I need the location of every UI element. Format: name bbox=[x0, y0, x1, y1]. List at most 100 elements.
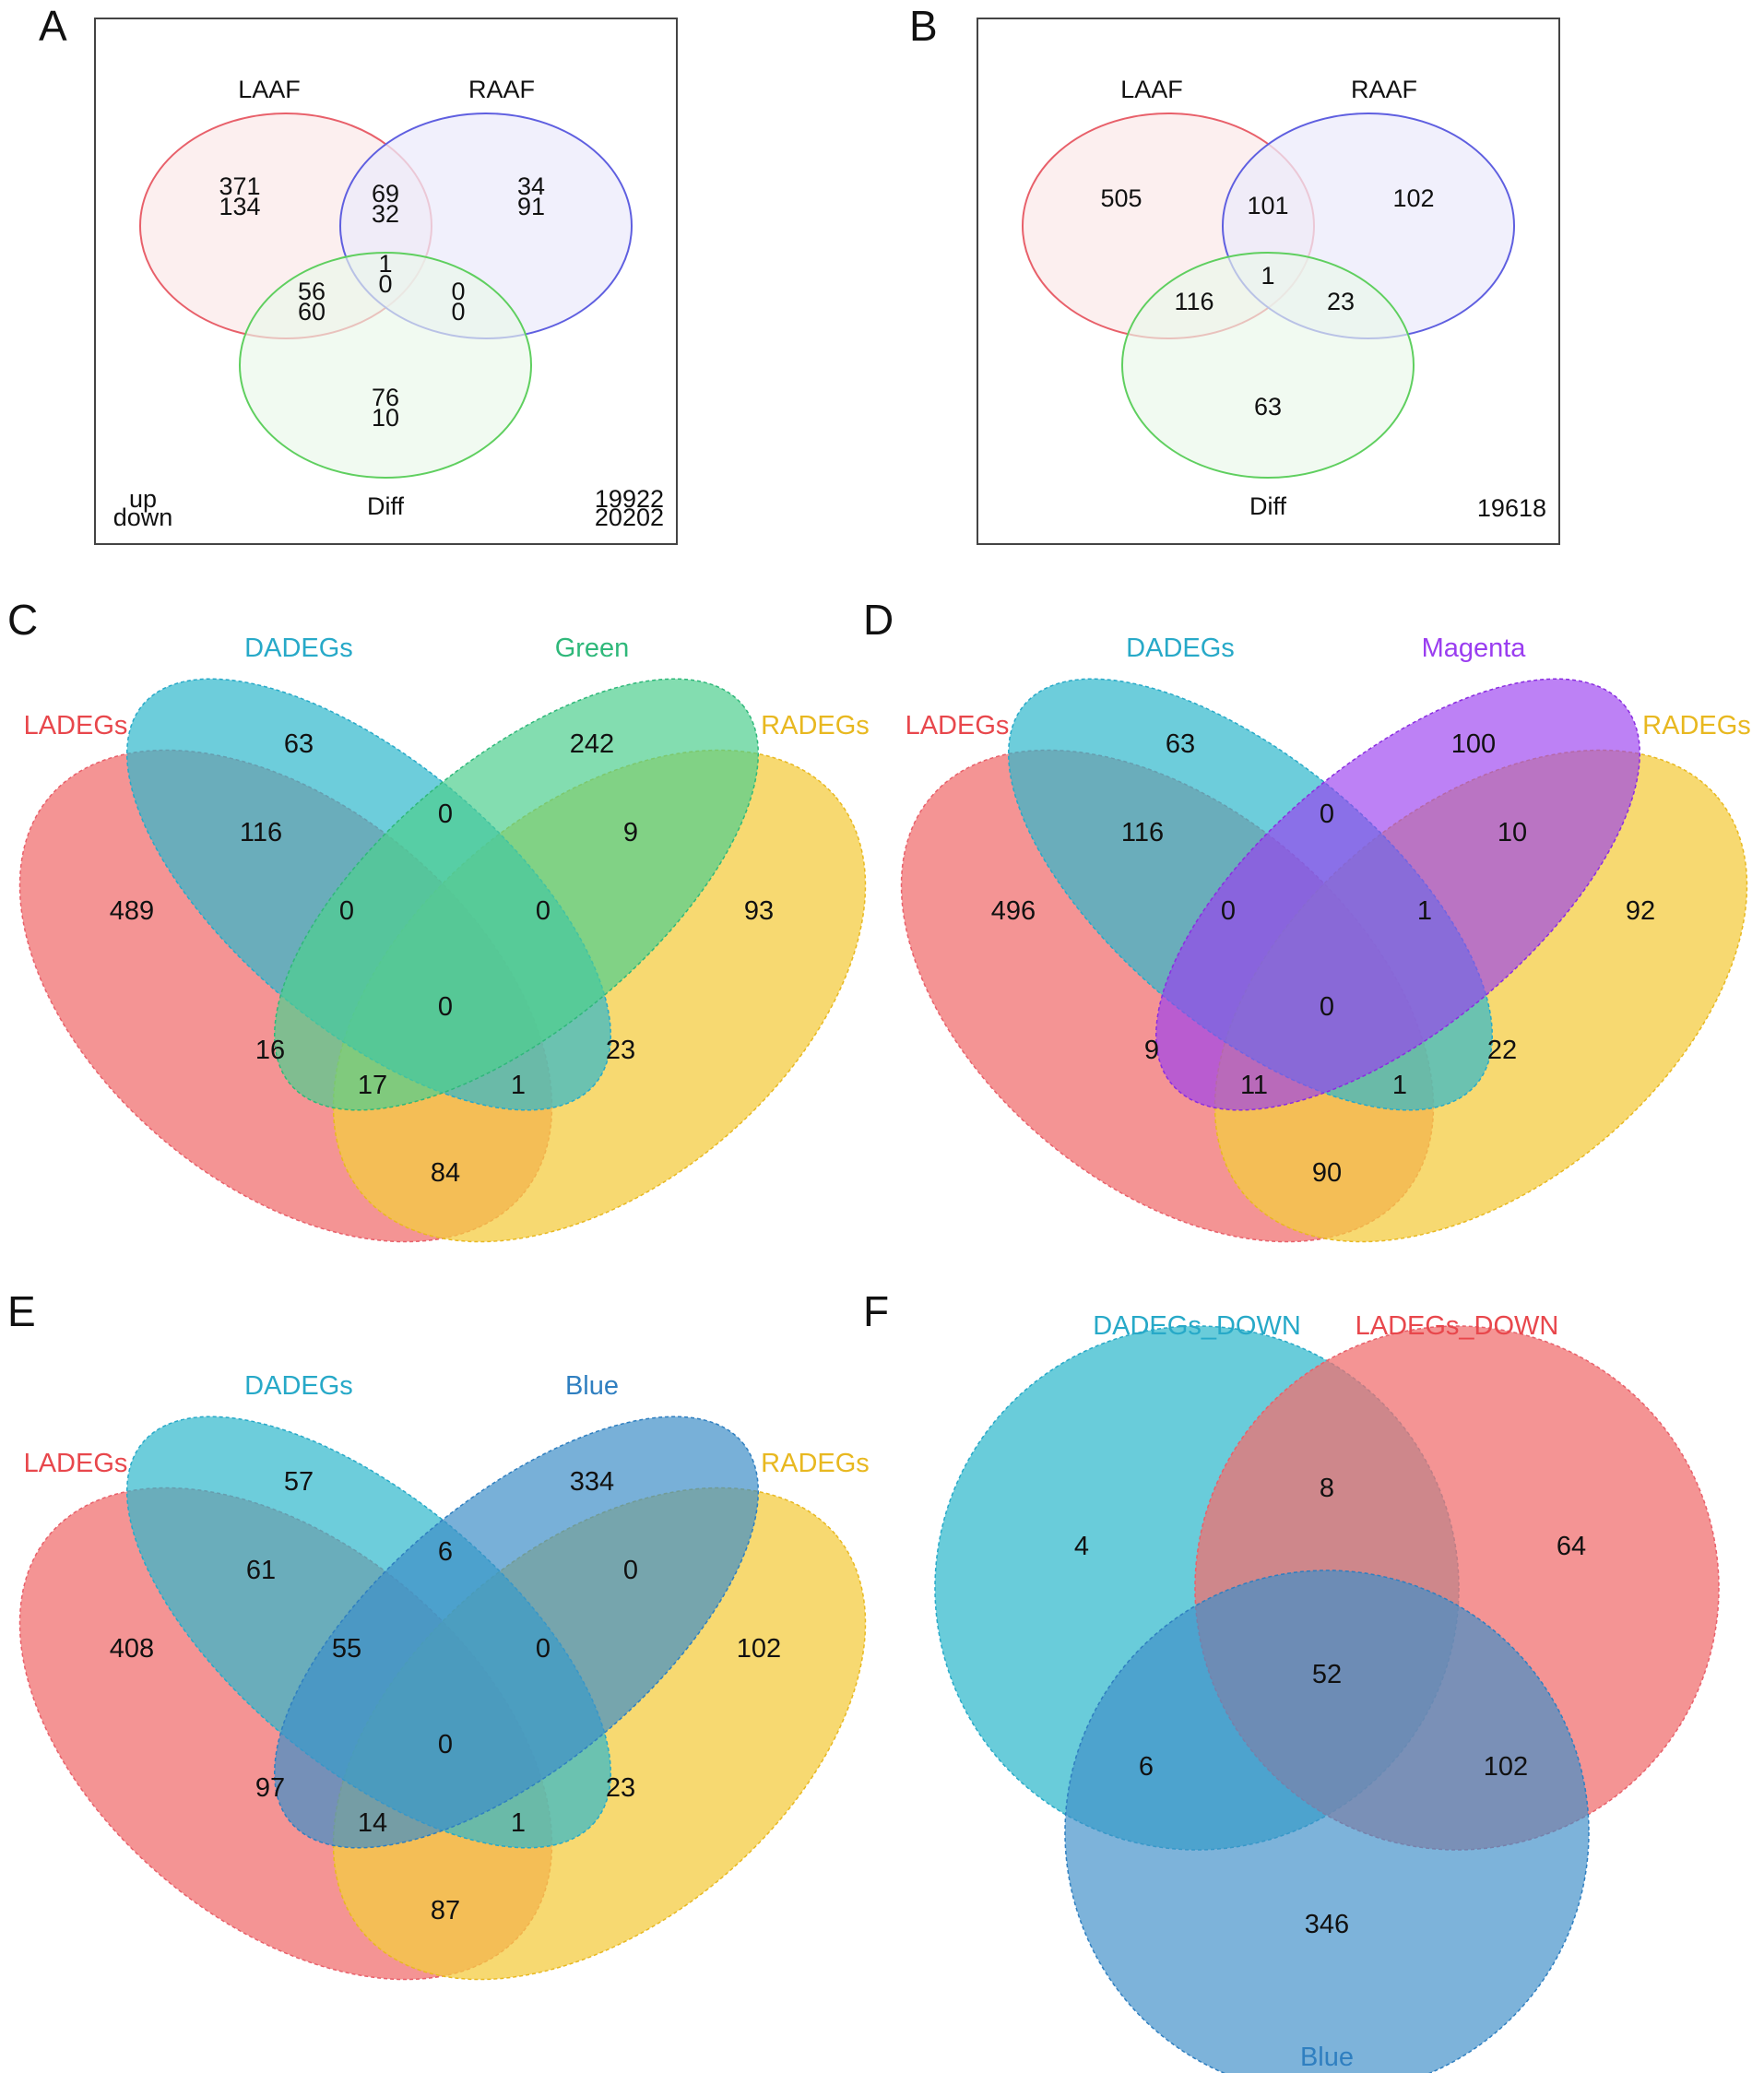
region-a-raaf-only-up: 34 bbox=[517, 172, 545, 200]
region-c-all-four: 0 bbox=[438, 992, 453, 1022]
region-d-radegs-only: 92 bbox=[1626, 896, 1655, 926]
region-e-ladegs-dadegs-blue: 55 bbox=[332, 1634, 361, 1664]
set-label-ladegs: LADEGs bbox=[906, 711, 1010, 740]
panel-a-frame bbox=[94, 18, 678, 545]
set-label-radegs: RADEGs bbox=[1642, 711, 1751, 740]
panel-letter-b: B bbox=[909, 2, 938, 50]
region-a-all-up: 1 bbox=[378, 250, 392, 278]
region-a-all-down: 0 bbox=[378, 270, 392, 298]
region-f-dadegs-down-only: 4 bbox=[1074, 1532, 1089, 1561]
set-label-radegs: RADEGs bbox=[761, 711, 870, 740]
region-e-ladegs-dadegs-radegs: 1 bbox=[511, 1808, 526, 1838]
panel-b-frame bbox=[977, 18, 1560, 545]
region-c-dadegs-radegs: 23 bbox=[606, 1036, 635, 1065]
set-label-magenta: Magenta bbox=[1422, 634, 1527, 663]
outside-count-up: 19922 bbox=[595, 485, 664, 513]
region-a-laaf-diff-down: 60 bbox=[298, 298, 326, 326]
panel-f: F DADEGs_DOWN LADEGs_DOWN Blue 4 8 64 52… bbox=[863, 1287, 1720, 2073]
region-f-blue-only: 346 bbox=[1305, 1910, 1349, 1939]
region-e-ladegs-only: 408 bbox=[110, 1634, 154, 1664]
set-label-blue: Blue bbox=[565, 1371, 619, 1401]
region-e-ladegs-blue-radegs: 14 bbox=[358, 1808, 387, 1838]
venn-set-blue bbox=[273, 1416, 760, 1849]
region-c-ladegs-radegs: 84 bbox=[431, 1158, 460, 1188]
region-c-ladegs-green: 16 bbox=[255, 1036, 285, 1065]
region-a-raaf-diff-up: 0 bbox=[451, 278, 465, 305]
region-d-ladegs-magenta-radegs: 11 bbox=[1240, 1071, 1268, 1100]
region-c-ladegs-dadegs-green: 0 bbox=[339, 896, 354, 926]
panel-letter-d: D bbox=[863, 596, 894, 644]
region-a-laaf-raaf-up: 69 bbox=[372, 180, 399, 207]
region-a-laaf-raaf-down: 32 bbox=[372, 200, 399, 228]
region-b-raaf-only: 102 bbox=[1392, 184, 1434, 212]
venn-set-magenta bbox=[1154, 678, 1641, 1111]
region-e-ladegs-dadegs: 61 bbox=[246, 1556, 276, 1585]
region-e-blue-radegs: 0 bbox=[623, 1556, 638, 1585]
panel-e: E LADEGs DADEGs Blue RADEGs 408 57 334 1… bbox=[7, 1287, 870, 1981]
region-b-diff-only: 63 bbox=[1254, 393, 1282, 421]
region-d-dadegs-magenta: 0 bbox=[1320, 800, 1334, 829]
region-e-dadegs-blue: 6 bbox=[438, 1537, 453, 1567]
region-d-dadegs-only: 63 bbox=[1166, 729, 1195, 759]
panel-letter-a: A bbox=[39, 2, 67, 50]
region-d-dadegs-magenta-radegs: 1 bbox=[1417, 896, 1432, 926]
region-a-laaf-diff-up: 56 bbox=[298, 278, 326, 305]
region-d-all-four: 0 bbox=[1320, 992, 1334, 1022]
region-a-diff-only-down: 10 bbox=[372, 404, 399, 432]
outside-count: 19618 bbox=[1477, 494, 1546, 522]
region-b-all: 1 bbox=[1261, 262, 1274, 290]
region-d-ladegs-magenta: 9 bbox=[1144, 1036, 1159, 1065]
region-a-raaf-diff-down: 0 bbox=[451, 298, 465, 326]
region-e-ladegs-radegs: 87 bbox=[431, 1896, 460, 1925]
set-label-laaf: LAAF bbox=[1120, 76, 1183, 103]
legend-up: up bbox=[129, 485, 157, 513]
outside-count-down: 20202 bbox=[595, 503, 664, 531]
region-b-laaf-only: 505 bbox=[1100, 184, 1142, 212]
venn-set-diff bbox=[1121, 252, 1415, 479]
region-c-ladegs-green-radegs: 17 bbox=[358, 1071, 387, 1100]
set-label-dadegs: DADEGs bbox=[244, 634, 353, 663]
set-label-dadegs-down: DADEGs_DOWN bbox=[1093, 1311, 1301, 1341]
panel-letter-f: F bbox=[863, 1287, 889, 1335]
region-f-all-three: 52 bbox=[1312, 1660, 1342, 1689]
region-c-dadegs-green: 0 bbox=[438, 800, 453, 829]
region-a-laaf-only-down: 134 bbox=[219, 193, 260, 220]
region-c-ladegs-dadegs-radegs: 1 bbox=[511, 1071, 526, 1100]
set-label-dadegs: DADEGs bbox=[1126, 634, 1235, 663]
panel-a: A LAAF RAAF Diff 371 134 69 32 34 91 1 0… bbox=[39, 2, 678, 545]
set-label-blue: Blue bbox=[1300, 2043, 1354, 2072]
region-a-raaf-only-down: 91 bbox=[517, 193, 545, 220]
set-label-dadegs: DADEGs bbox=[244, 1371, 353, 1401]
region-d-ladegs-only: 496 bbox=[991, 896, 1036, 926]
set-label-green: Green bbox=[555, 634, 630, 663]
region-e-dadegs-only: 57 bbox=[284, 1467, 314, 1497]
venn-set-green bbox=[273, 678, 760, 1111]
region-f-dadegs-blue: 6 bbox=[1139, 1752, 1154, 1782]
legend-down: down bbox=[113, 503, 173, 531]
region-d-magenta-only: 100 bbox=[1451, 729, 1496, 759]
region-e-dadegs-radegs: 23 bbox=[606, 1773, 635, 1803]
panel-d: D LADEGs DADEGs Magenta RADEGs 496 63 10… bbox=[863, 596, 1751, 1243]
region-c-green-only: 242 bbox=[570, 729, 614, 759]
region-c-green-radegs: 9 bbox=[623, 818, 638, 847]
region-c-radegs-only: 93 bbox=[744, 896, 774, 926]
region-a-diff-only-up: 76 bbox=[372, 384, 399, 411]
region-d-ladegs-dadegs-radegs: 1 bbox=[1392, 1071, 1407, 1100]
set-label-diff: Diff bbox=[1249, 492, 1287, 520]
region-d-ladegs-dadegs: 116 bbox=[1121, 818, 1164, 847]
region-b-raaf-diff: 23 bbox=[1327, 288, 1355, 315]
region-c-ladegs-dadegs: 116 bbox=[240, 818, 282, 847]
set-label-ladegs-down: LADEGs_DOWN bbox=[1356, 1311, 1559, 1341]
set-label-diff: Diff bbox=[367, 492, 405, 520]
set-label-raaf: RAAF bbox=[1351, 76, 1417, 103]
region-c-ladegs-only: 489 bbox=[110, 896, 154, 926]
region-c-dadegs-only: 63 bbox=[284, 729, 314, 759]
region-d-dadegs-radegs: 22 bbox=[1487, 1036, 1517, 1065]
set-label-raaf: RAAF bbox=[468, 76, 535, 103]
region-b-laaf-diff: 116 bbox=[1174, 288, 1213, 315]
venn-set-diff bbox=[239, 252, 532, 479]
region-e-ladegs-blue: 97 bbox=[255, 1773, 285, 1803]
region-f-ladegs-down-only: 64 bbox=[1557, 1532, 1586, 1561]
region-a-laaf-only-up: 371 bbox=[219, 172, 260, 200]
